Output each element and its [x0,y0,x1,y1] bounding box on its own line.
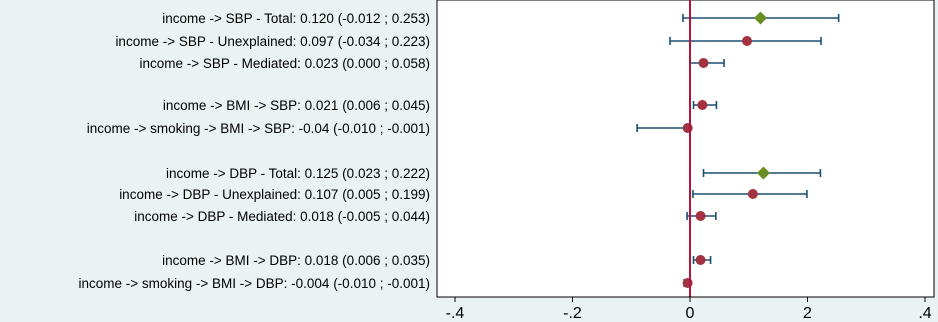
estimate-marker-diamond [754,11,767,25]
row-label: income -> DBP - Total: 0.125 (0.023 ; 0.… [166,166,430,181]
rows-layer: income -> SBP - Total: 0.120 (-0.012 ; 0… [78,11,840,291]
row-label: income -> SBP - Mediated: 0.023 (0.000 ;… [139,56,430,71]
forest-row: income -> BMI -> SBP: 0.021 (0.006 ; 0.0… [163,98,718,113]
row-label: income -> SBP - Unexplained: 0.097 (-0.0… [115,34,430,49]
plot-area [436,0,935,298]
x-tick-label: -.2 [563,305,582,322]
row-label: income -> smoking -> BMI -> DBP: -0.004 … [78,276,430,291]
row-label: income -> BMI -> DBP: 0.018 (0.006 ; 0.0… [162,253,430,268]
row-label: income -> BMI -> SBP: 0.021 (0.006 ; 0.0… [163,98,430,113]
x-tick-label: .4 [918,305,931,322]
x-tick-label: -.4 [446,305,465,322]
row-label: income -> DBP - Unexplained: 0.107 (0.00… [119,187,430,202]
estimate-marker-circle [682,123,693,133]
row-label: income -> DBP - Mediated: 0.018 (-0.005 … [134,209,430,224]
estimate-marker-diamond [756,166,770,180]
forest-row: income -> SBP - Unexplained: 0.097 (-0.0… [115,34,822,49]
x-tick-label: 0 [686,305,695,322]
row-label: income -> SBP - Total: 0.120 (-0.012 ; 0… [162,11,430,26]
forest-row: income -> SBP - Mediated: 0.023 (0.000 ;… [139,56,725,71]
x-tick-label: 2 [803,305,812,322]
estimate-marker-circle [695,211,706,221]
estimate-marker-circle [682,278,693,288]
forest-row: income -> smoking -> BMI -> SBP: -0.04 (… [87,121,693,136]
estimate-marker-circle [695,255,706,265]
x-axis-ticks: -.4 -.2 0 2 .4 [446,297,932,322]
estimate-marker-circle [741,36,752,46]
forest-row: income -> DBP - Mediated: 0.018 (-0.005 … [134,209,717,224]
row-label: income -> smoking -> BMI -> SBP: -0.04 (… [87,121,430,136]
forest-row: income -> BMI -> DBP: 0.018 (0.006 ; 0.0… [162,253,712,268]
estimate-marker-circle [697,100,708,110]
forest-row: income -> DBP - Total: 0.125 (0.023 ; 0.… [166,166,822,181]
estimate-marker-circle [747,189,758,199]
forest-row: income -> DBP - Unexplained: 0.107 (0.00… [119,187,808,202]
forest-row: income -> SBP - Total: 0.120 (-0.012 ; 0… [162,11,840,26]
estimate-marker-circle [698,58,709,68]
